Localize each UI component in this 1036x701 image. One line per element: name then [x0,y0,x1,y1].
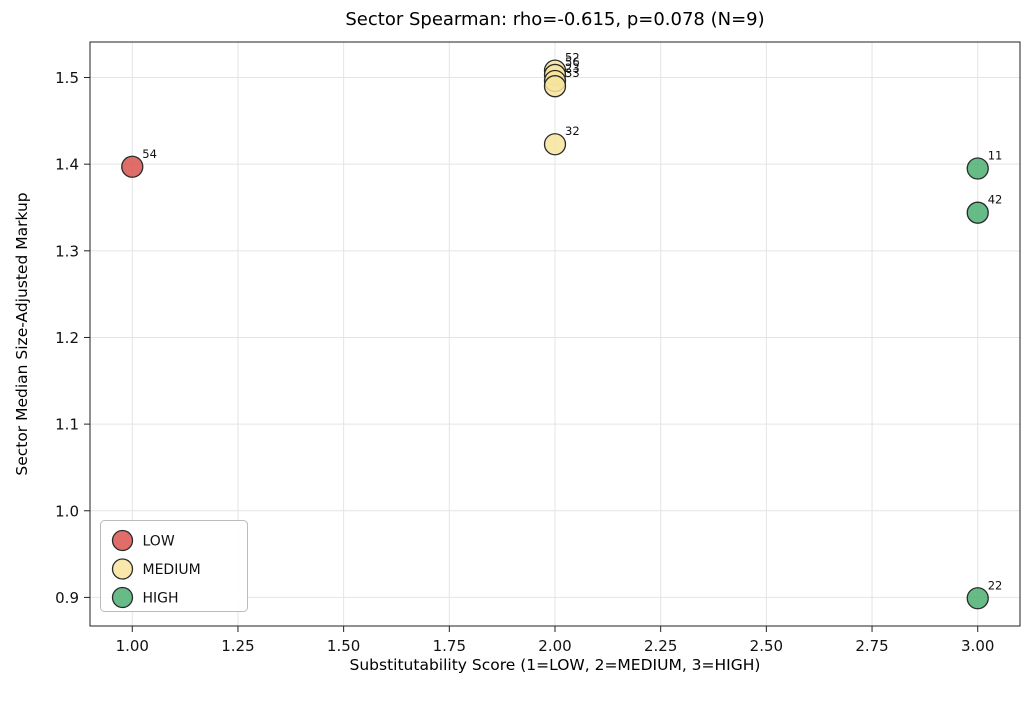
x-tick-label: 2.75 [855,637,888,655]
x-tick-label: 2.25 [644,637,677,655]
data-point-11 [966,157,989,180]
legend-label-high: HIGH [143,591,179,607]
y-tick-label: 1.2 [55,329,79,347]
y-tick-label: 1.4 [55,156,79,174]
point-label-11: 11 [988,149,1003,163]
x-tick-label: 1.25 [221,637,254,655]
x-tick-label: 1.50 [327,637,360,655]
x-tick-label: 1.00 [116,637,149,655]
x-axis-label: Substitutability Score (1=LOW, 2=MEDIUM,… [349,656,761,674]
x-tick-label: 3.00 [961,637,994,655]
legend-marker-high [111,586,134,609]
legend-marker-medium [111,558,134,580]
x-tick-label: 1.75 [433,637,466,655]
x-tick-label: 2.50 [750,637,783,655]
y-tick-label: 1.3 [55,242,79,260]
point-label-32: 32 [565,124,580,138]
legend-box [100,520,248,612]
x-tick-label: 2.00 [538,637,571,655]
data-point-22 [966,587,989,610]
y-tick-label: 0.9 [55,589,79,607]
y-tick-label: 1.1 [55,416,79,434]
data-point-33 [543,75,567,98]
data-point-42 [966,201,989,224]
point-label-23: 23 [565,61,580,75]
point-label-33: 33 [565,66,580,80]
legend-label-low: LOW [143,534,175,550]
point-label-56: 56 [565,55,580,69]
data-point-32 [543,133,567,156]
point-label-22: 22 [988,578,1003,592]
chart-title: Sector Spearman: rho=-0.615, p=0.078 (N=… [345,9,765,30]
y-tick-label: 1.5 [55,69,79,87]
data-point-54 [121,155,144,178]
legend-marker-low [111,529,134,552]
point-label-54: 54 [142,147,157,161]
legend-label-medium: MEDIUM [143,562,201,578]
y-tick-label: 1.0 [55,502,79,520]
point-label-42: 42 [988,193,1003,207]
point-label-52: 52 [565,51,580,65]
